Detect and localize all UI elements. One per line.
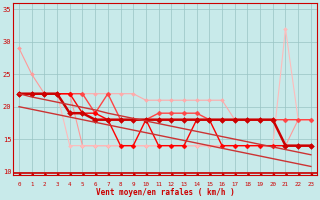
X-axis label: Vent moyen/en rafales ( km/h ): Vent moyen/en rafales ( km/h ) xyxy=(96,188,234,197)
